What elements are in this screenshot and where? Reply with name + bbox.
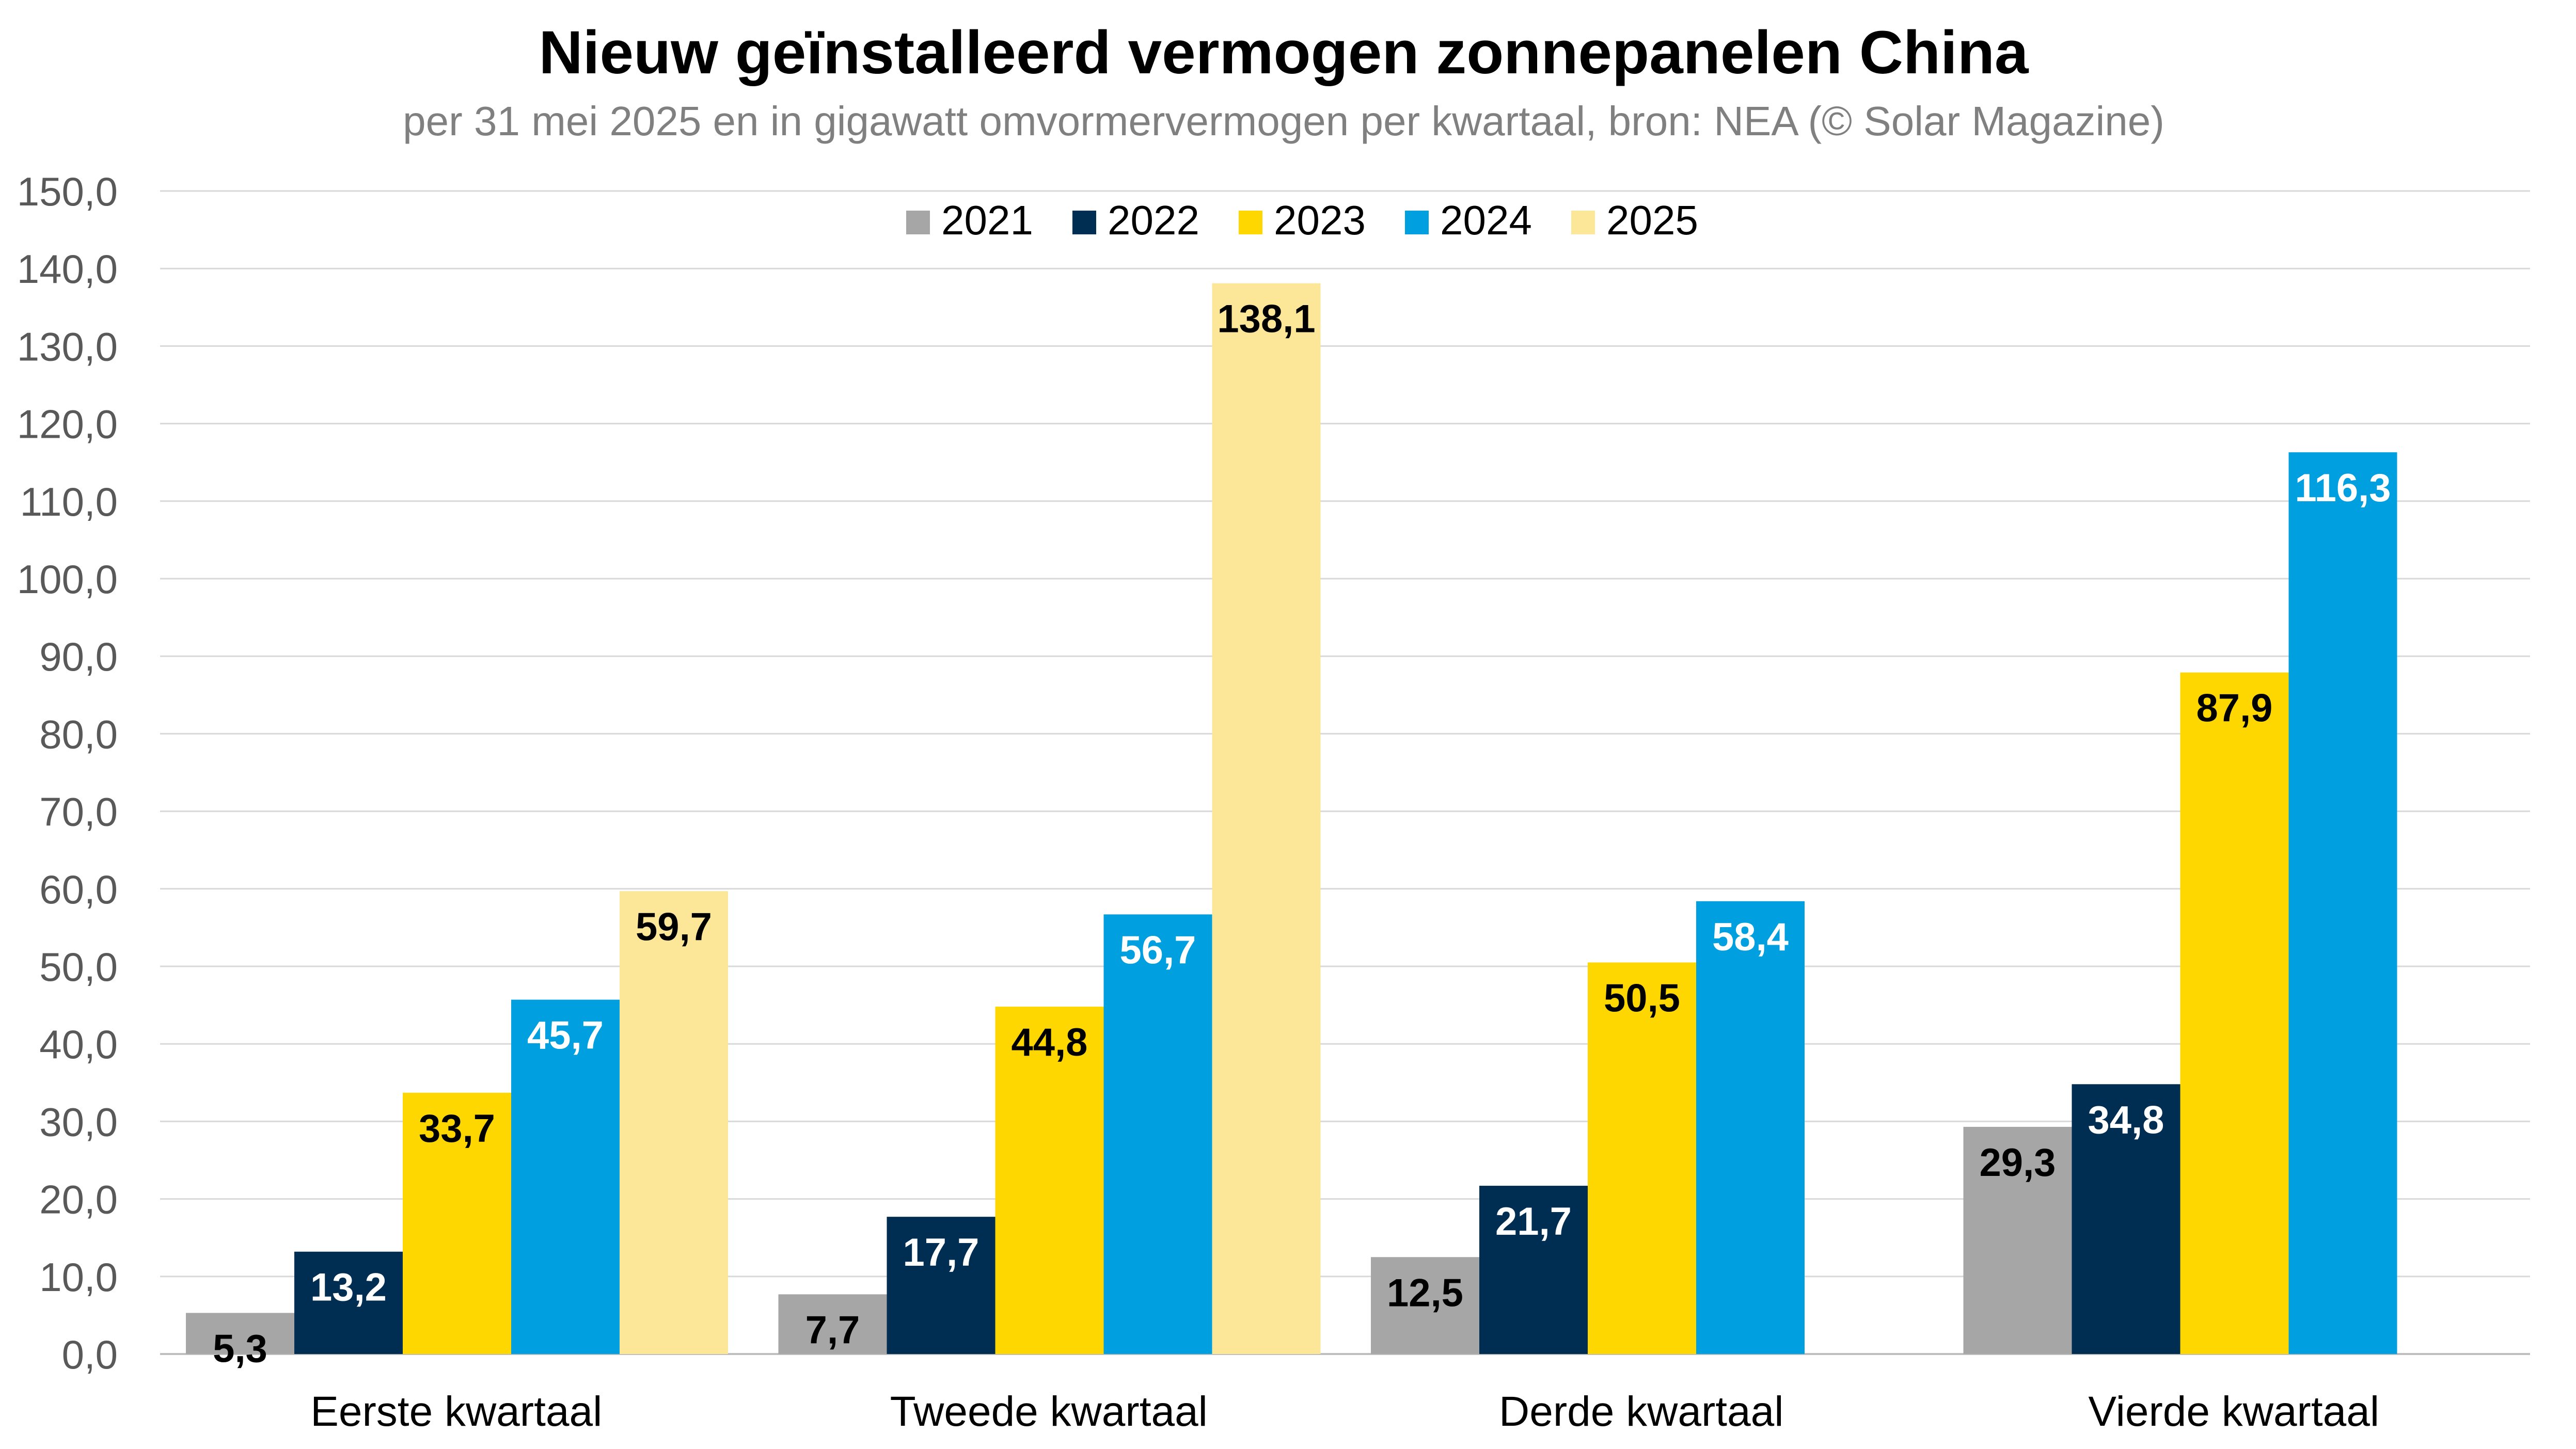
data-label-2023-4: 87,9 (2196, 687, 2273, 730)
y-tick-label: 10,0 (39, 1254, 118, 1300)
legend-swatch-2024 (1405, 211, 1429, 234)
data-label-2023-1: 33,7 (419, 1107, 495, 1151)
bar-2021-3 (1371, 1257, 1479, 1354)
data-label-2022-1: 13,2 (310, 1266, 387, 1310)
data-label-2022-3: 21,7 (1495, 1200, 1572, 1244)
bar-2021-4 (1963, 1126, 2072, 1354)
bar-2024-4 (2288, 452, 2397, 1354)
y-tick-label: 110,0 (20, 479, 118, 524)
legend-label-2025: 2025 (1606, 197, 1698, 243)
data-label-2025-1: 59,7 (636, 905, 712, 949)
y-tick-label: 150,0 (17, 169, 118, 214)
data-label-2025-2: 138,1 (1217, 297, 1315, 341)
data-label-2021-3: 12,5 (1387, 1271, 1463, 1315)
legend-swatch-2022 (1072, 211, 1096, 234)
y-tick-label: 80,0 (39, 711, 118, 757)
data-label-2023-3: 50,5 (1604, 976, 1680, 1020)
data-labels: 5,3 13,2 33,7 45,7 59,7 7,7 17,7 44,8 56,7 138,1 1… (213, 297, 2391, 1371)
legend-swatch-2023 (1239, 211, 1262, 234)
bar-2025-2 (1212, 283, 1321, 1354)
bar-2023-2 (995, 1007, 1104, 1354)
y-tick-label: 120,0 (17, 402, 118, 447)
bar-2024-2 (1103, 914, 1212, 1354)
category-label: Tweede kwartaal (890, 1388, 1208, 1435)
data-label-2021-1: 5,3 (213, 1327, 267, 1371)
y-tick-label: 30,0 (39, 1099, 118, 1144)
bar-2021-2 (778, 1294, 887, 1354)
bar-2023-3 (1588, 962, 1696, 1354)
y-tick-label: 140,0 (17, 246, 118, 292)
bar-2022-1 (294, 1251, 403, 1354)
category-label: Eerste kwartaal (310, 1388, 602, 1435)
gridlines (160, 190, 2530, 1355)
bar-2022-2 (887, 1217, 995, 1354)
data-label-2024-3: 58,4 (1712, 915, 1789, 959)
bar-2021-1 (186, 1313, 294, 1354)
data-label-2021-4: 29,3 (1980, 1141, 2056, 1185)
bar-2022-4 (2072, 1084, 2180, 1354)
bar-2022-3 (1479, 1186, 1588, 1354)
y-tick-label: 0,0 (62, 1332, 118, 1377)
y-tick-label: 20,0 (39, 1177, 118, 1222)
y-tick-label: 100,0 (17, 556, 118, 602)
bar-2024-1 (511, 999, 620, 1354)
legend-label-2024: 2024 (1440, 197, 1532, 243)
data-label-2023-2: 44,8 (1012, 1021, 1088, 1064)
y-tick-label: 60,0 (39, 867, 118, 912)
y-tick-label: 130,0 (17, 324, 118, 369)
legend-label-2023: 2023 (1274, 197, 1366, 243)
data-label-2022-4: 34,8 (2088, 1098, 2164, 1142)
y-axis: 0,0 10,0 20,0 30,0 40,0 50,0 60,0 70,0 80,0 90,0 1… (17, 169, 118, 1377)
data-label-2024-2: 56,7 (1120, 928, 1196, 972)
chart-title: Nieuw geïnstalleerd vermogen zonnepanele… (539, 19, 2029, 87)
legend: 2021 2022 2023 2024 2025 (906, 197, 1698, 243)
y-tick-label: 70,0 (39, 789, 118, 835)
y-tick-label: 90,0 (39, 634, 118, 679)
bar-2025-1 (620, 891, 728, 1354)
legend-swatch-2025 (1571, 211, 1595, 234)
category-label: Derde kwartaal (1499, 1388, 1783, 1435)
bars (186, 283, 2397, 1354)
bar-2023-1 (403, 1092, 511, 1354)
data-label-2024-4: 116,3 (2295, 466, 2391, 510)
data-label-2022-2: 17,7 (903, 1231, 979, 1275)
y-tick-label: 40,0 (39, 1022, 118, 1067)
y-tick-label: 50,0 (39, 944, 118, 990)
category-label: Vierde kwartaal (2088, 1388, 2379, 1435)
x-axis: Eerste kwartaal Tweede kwartaal Derde kwar… (310, 1388, 2379, 1435)
bar-2023-4 (2180, 672, 2289, 1354)
data-label-2024-1: 45,7 (527, 1014, 604, 1058)
data-label-2021-2: 7,7 (805, 1308, 860, 1352)
chart-subtitle: per 31 mei 2025 en in gigawatt omvormerv… (403, 98, 2164, 144)
legend-swatch-2021 (906, 211, 930, 234)
bar-2024-3 (1696, 901, 1805, 1354)
legend-label-2021: 2021 (941, 197, 1033, 243)
legend-label-2022: 2022 (1108, 197, 1199, 243)
